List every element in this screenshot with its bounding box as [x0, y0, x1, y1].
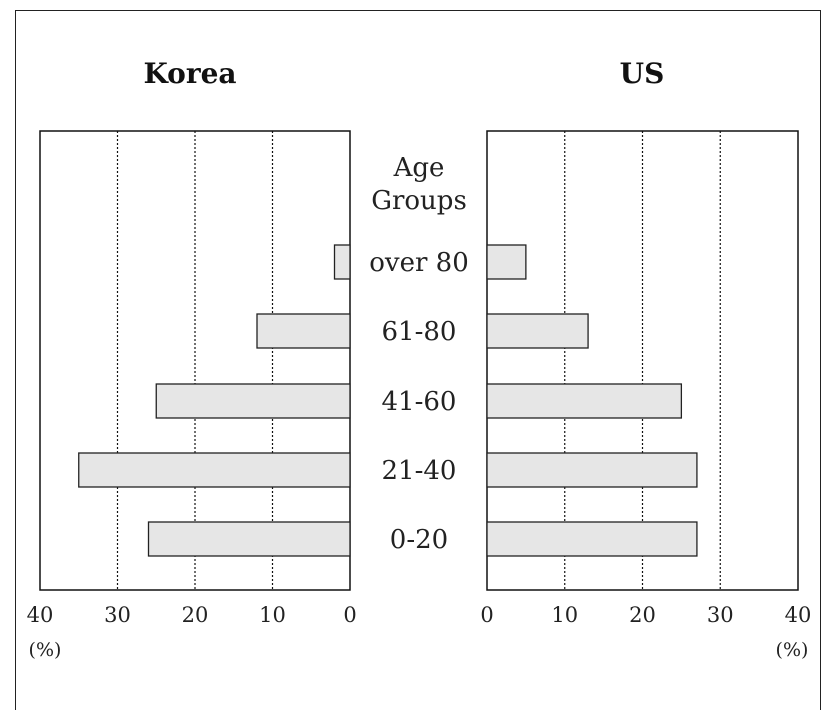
age-groups-header-line1: Age — [393, 153, 445, 183]
age-group-label: 41-60 — [382, 387, 457, 417]
korea-tick-label: 10 — [259, 603, 286, 627]
chart-frame — [15, 10, 821, 710]
us-tick-label: 30 — [707, 603, 734, 627]
us-unit-label: (%) — [776, 639, 809, 661]
us-title: US — [620, 57, 665, 90]
korea-bar-21-40 — [78, 452, 351, 488]
us-tick-label: 40 — [785, 603, 812, 627]
korea-title: Korea — [143, 57, 236, 90]
korea-tick-label: 40 — [27, 603, 54, 627]
korea-tick-label: 0 — [343, 603, 356, 627]
korea-bar-41-60 — [155, 383, 351, 419]
us-bar-61-80 — [486, 313, 589, 349]
korea-tick-label: 20 — [182, 603, 209, 627]
us-tick-label: 10 — [551, 603, 578, 627]
age-group-label: 21-40 — [382, 456, 457, 486]
age-groups-header-line2: Groups — [371, 186, 467, 216]
age-group-label: over 80 — [369, 248, 469, 278]
us-tick-label: 0 — [480, 603, 493, 627]
korea-bar-over-80 — [333, 244, 351, 280]
us-tick-label: 20 — [629, 603, 656, 627]
korea-bar-61-80 — [256, 313, 351, 349]
korea-bar-0-20 — [147, 521, 351, 557]
korea-unit-label: (%) — [29, 639, 62, 661]
korea-tick-label: 30 — [104, 603, 131, 627]
us-bar-0-20 — [486, 521, 698, 557]
age-group-label: 61-80 — [382, 317, 457, 347]
us-bar-41-60 — [486, 383, 683, 419]
age-group-label: 0-20 — [390, 525, 448, 555]
us-bar-over-80 — [486, 244, 527, 280]
us-bar-21-40 — [486, 452, 698, 488]
